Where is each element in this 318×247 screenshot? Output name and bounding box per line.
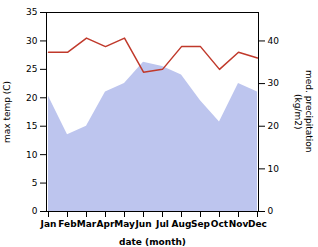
svg-text:Oct: Oct bbox=[211, 219, 229, 229]
svg-text:10: 10 bbox=[268, 164, 280, 174]
svg-text:Aug: Aug bbox=[172, 219, 192, 229]
svg-text:Apr: Apr bbox=[97, 219, 115, 229]
svg-text:May: May bbox=[114, 219, 135, 229]
svg-text:5: 5 bbox=[32, 178, 38, 188]
html-text:med. precipitation (kg/m2): med. precipitation (kg/m2) bbox=[293, 70, 314, 153]
svg-text:Feb: Feb bbox=[58, 219, 77, 229]
svg-text:Nov: Nov bbox=[229, 219, 249, 229]
svg-text:10: 10 bbox=[26, 150, 38, 160]
svg-text:Mar: Mar bbox=[77, 219, 97, 229]
svg-text:Jan: Jan bbox=[40, 219, 57, 229]
svg-text:30: 30 bbox=[26, 36, 38, 46]
svg-text:date (month): date (month) bbox=[119, 237, 186, 247]
svg-text:0: 0 bbox=[32, 206, 38, 216]
svg-text:Jul: Jul bbox=[155, 219, 169, 229]
svg-text:max temp (C): max temp (C) bbox=[2, 81, 12, 143]
svg-text:20: 20 bbox=[268, 121, 280, 131]
svg-text:15: 15 bbox=[26, 121, 37, 131]
svg-text:Dec: Dec bbox=[248, 219, 267, 229]
svg-text:40: 40 bbox=[268, 36, 280, 46]
svg-text:Jun: Jun bbox=[134, 219, 151, 229]
svg-text:20: 20 bbox=[26, 93, 38, 103]
svg-text:25: 25 bbox=[26, 64, 37, 74]
svg-text:35: 35 bbox=[26, 7, 37, 17]
svg-text:Sep: Sep bbox=[191, 219, 211, 229]
svg-text:30: 30 bbox=[268, 78, 280, 88]
svg-text:0: 0 bbox=[268, 206, 274, 216]
